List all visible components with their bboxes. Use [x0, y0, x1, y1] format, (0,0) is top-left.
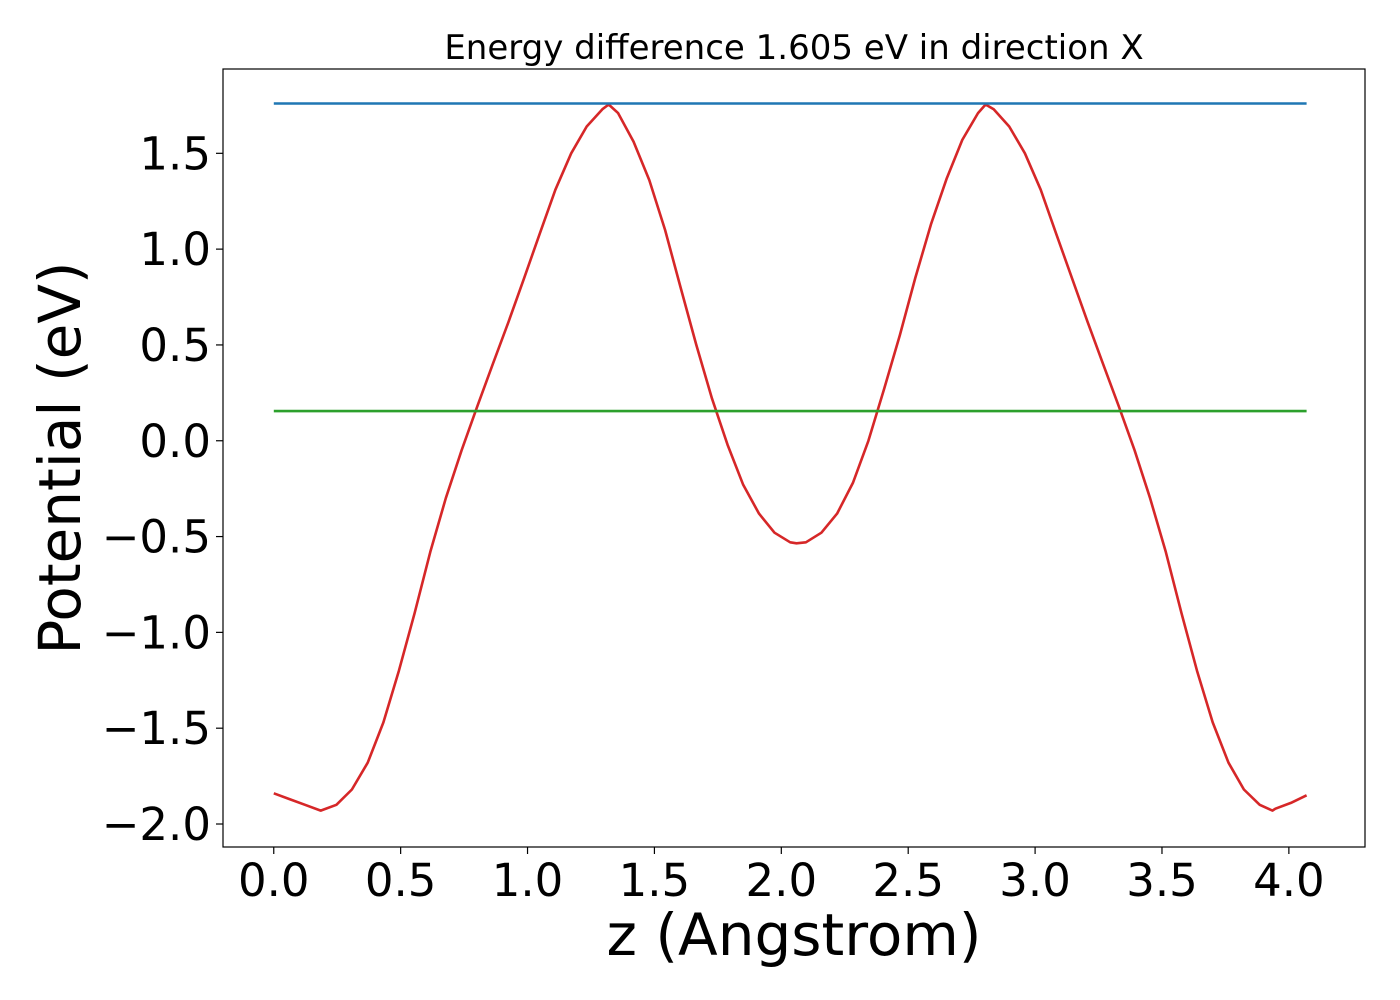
- series-layer: [273, 102, 1308, 812]
- x-axis-title: z (Angstrom): [607, 901, 982, 969]
- y-tick-label: 0.0: [139, 415, 211, 468]
- x-tick-label: 3.5: [1126, 854, 1198, 907]
- y-tick-label: −2.0: [102, 798, 211, 851]
- x-tick-label: 1.0: [492, 854, 564, 907]
- y-tick-label: 1.0: [139, 223, 211, 276]
- plot-frame: [222, 68, 1366, 848]
- y-tick-label: −0.5: [102, 511, 211, 564]
- chart-title: Energy difference 1.605 eV in direction …: [444, 28, 1143, 68]
- y-tick-label: 1.5: [139, 127, 211, 180]
- y-tick-label: −1.0: [102, 606, 211, 659]
- x-tick-label: 2.0: [746, 854, 818, 907]
- y-tick-label: −1.5: [102, 702, 211, 755]
- y-axis-title: Potential (eV): [26, 261, 94, 654]
- x-tick-label: 1.5: [619, 854, 691, 907]
- x-tick-label: 2.5: [872, 854, 944, 907]
- x-tick-label: 4.0: [1253, 854, 1325, 907]
- plot-area-background: [223, 69, 1365, 847]
- y-ticks: −2.0 −1.5 −1.0 −0.5 0.0 0.5 1.0 1.5: [102, 127, 223, 851]
- y-tick-label: 0.5: [139, 319, 211, 372]
- x-tick-label: 0.0: [238, 854, 310, 907]
- x-tick-label: 3.0: [999, 854, 1071, 907]
- x-tick-label: 0.5: [365, 854, 437, 907]
- x-ticks: 0.0 0.5 1.0 1.5 2.0 2.5 3.0 3.5 4.0: [238, 847, 1325, 907]
- series-line-1: [273, 103, 1308, 812]
